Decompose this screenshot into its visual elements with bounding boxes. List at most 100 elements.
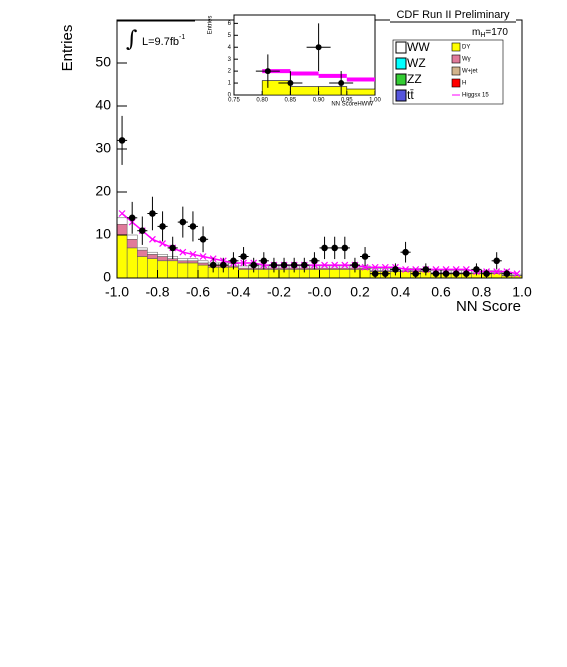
legend-swatch bbox=[395, 41, 407, 54]
stack-bar bbox=[319, 269, 330, 279]
data-point bbox=[503, 270, 511, 278]
data-point bbox=[463, 270, 470, 278]
mass-sub: H bbox=[480, 32, 485, 39]
stack-bar bbox=[137, 247, 148, 251]
signal-marker bbox=[402, 265, 409, 273]
inset-y-tick-label: 0 bbox=[228, 93, 232, 99]
legend-swatch bbox=[395, 89, 407, 102]
data-point bbox=[270, 261, 278, 269]
inset-point bbox=[315, 44, 322, 51]
inset-frame bbox=[233, 14, 376, 96]
data-point bbox=[240, 253, 247, 260]
inset-point bbox=[264, 68, 271, 75]
signal-marker bbox=[149, 235, 156, 243]
legend-label: H bbox=[462, 81, 466, 87]
stack-bar bbox=[116, 224, 128, 236]
legend-swatch bbox=[451, 54, 461, 64]
data-point bbox=[149, 210, 156, 217]
integral-sign: ∫ bbox=[126, 27, 138, 52]
inset-bar bbox=[290, 86, 319, 96]
x-tick-label: 0.2 bbox=[350, 284, 370, 300]
title-box bbox=[390, 8, 516, 22]
inset-signal-band bbox=[318, 73, 347, 78]
signal-marker bbox=[341, 261, 349, 269]
stack-bar bbox=[339, 265, 351, 269]
signal-marker bbox=[321, 261, 328, 269]
stack-bar bbox=[238, 265, 249, 269]
mass-label: mH=170 bbox=[472, 27, 508, 39]
data-point bbox=[402, 248, 409, 256]
stack-bar bbox=[167, 260, 178, 279]
y-tick-label: 10 bbox=[95, 226, 111, 242]
signal-line bbox=[121, 212, 518, 275]
inset-y-tick-label: 1 bbox=[228, 81, 232, 87]
stack-bar bbox=[187, 260, 199, 264]
stack-bar bbox=[187, 262, 199, 279]
data-point bbox=[250, 261, 257, 269]
stack-bar bbox=[339, 269, 351, 279]
stack-bar bbox=[319, 265, 330, 269]
x-tick-label: -0.0 bbox=[307, 284, 331, 300]
legend-swatch bbox=[451, 78, 461, 88]
inset-point bbox=[287, 80, 294, 87]
signal-marker bbox=[199, 253, 207, 260]
x-tick-label: -0.8 bbox=[145, 284, 169, 300]
data-point bbox=[220, 261, 227, 269]
legend-label: DY bbox=[462, 45, 470, 51]
x-tick-label: -0.4 bbox=[226, 284, 250, 300]
stack-bar bbox=[238, 269, 249, 279]
inset-bar bbox=[318, 86, 348, 96]
stack-bar bbox=[147, 251, 158, 255]
signal-marker bbox=[179, 248, 187, 256]
data-point bbox=[290, 261, 298, 269]
x-tick-label: 0.4 bbox=[391, 284, 411, 300]
inset-x-label: NN ScoreHWW bbox=[331, 102, 373, 108]
data-point bbox=[341, 244, 349, 252]
stack-bar bbox=[126, 234, 138, 240]
data-point bbox=[493, 257, 500, 265]
data-point bbox=[382, 270, 389, 278]
lumi-sup: -1 bbox=[179, 34, 185, 41]
chart-title: CDF Run II Preliminary bbox=[396, 9, 510, 21]
data-point bbox=[199, 236, 207, 243]
legend-swatch bbox=[451, 42, 461, 52]
stack-bar bbox=[126, 239, 138, 249]
inset-y-tick-label: 2 bbox=[228, 69, 232, 75]
y-tick-label: 20 bbox=[95, 183, 111, 199]
inset-y-label: Entries bbox=[208, 16, 214, 35]
stack-bar bbox=[197, 264, 209, 279]
data-point bbox=[179, 218, 187, 226]
stack-bar bbox=[137, 256, 148, 279]
signal-marker bbox=[189, 250, 197, 258]
x-tick-label: 0.8 bbox=[472, 284, 492, 300]
stack-bar bbox=[116, 217, 128, 225]
stack-bar bbox=[197, 260, 209, 264]
data-point bbox=[321, 244, 328, 252]
stack-bar bbox=[157, 260, 168, 279]
signal-marker bbox=[493, 268, 501, 275]
data-point bbox=[452, 270, 460, 278]
inset-y-tick-label: 3 bbox=[228, 57, 232, 63]
inset-x-tick-label: 0.85 bbox=[285, 98, 297, 104]
inset-x-tick-label: 1.00 bbox=[369, 98, 381, 104]
legend-label: W+jet bbox=[462, 69, 478, 75]
data-point bbox=[128, 214, 136, 222]
legend-label: ZZ bbox=[407, 72, 422, 86]
data-point bbox=[301, 261, 308, 269]
data-point bbox=[361, 253, 369, 260]
data-point bbox=[311, 257, 318, 265]
lumi-label: L=9.7fb-1 bbox=[142, 34, 185, 48]
data-point bbox=[331, 244, 338, 252]
stack-bar bbox=[177, 262, 189, 279]
stack-bar bbox=[147, 258, 158, 279]
legend-label: WZ bbox=[407, 56, 426, 70]
mass-m: m bbox=[472, 27, 480, 38]
legend-label: Wγ bbox=[462, 57, 471, 63]
y-tick-label: 40 bbox=[95, 97, 111, 113]
x-tick-label: -0.2 bbox=[267, 284, 291, 300]
data-point bbox=[473, 266, 480, 273]
legend-swatch bbox=[395, 73, 407, 86]
stack-bar bbox=[197, 262, 209, 266]
inset-x-tick-label: 0.95 bbox=[341, 98, 353, 104]
